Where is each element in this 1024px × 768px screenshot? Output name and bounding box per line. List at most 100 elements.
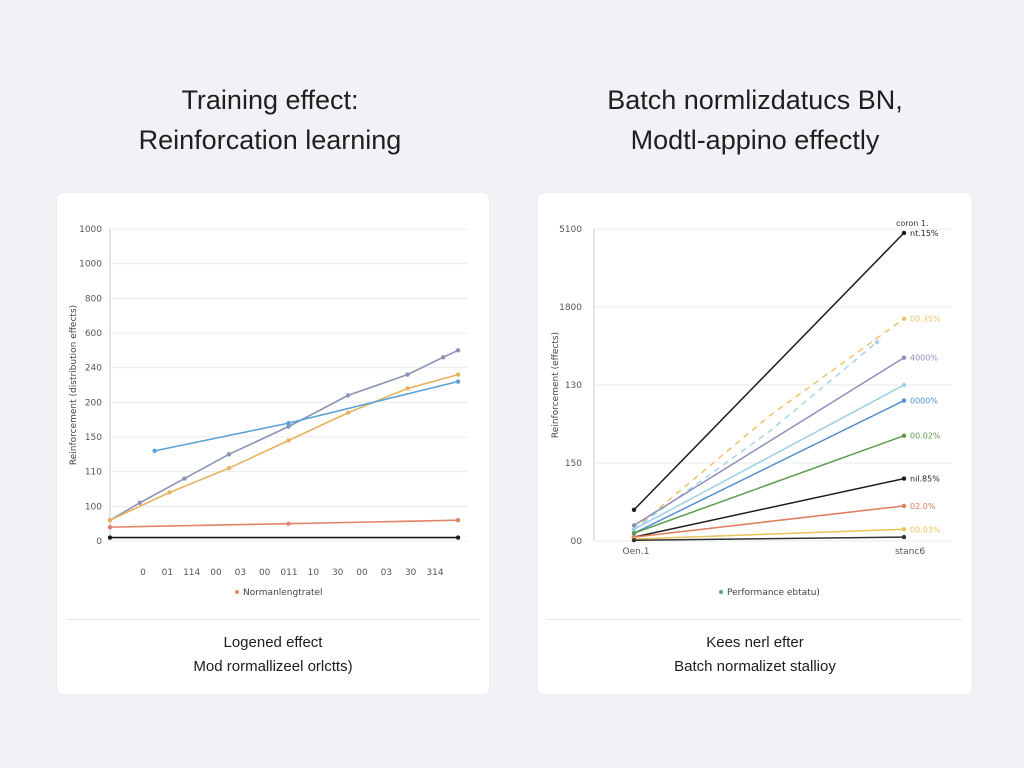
end-value-label-yellow: 00.03% — [910, 525, 941, 534]
data-point-green — [901, 433, 907, 438]
y-axis-label: Reinforcement (distribution effects) — [69, 305, 79, 465]
series-line-blue — [154, 380, 459, 452]
y-tick-label: 5100 — [559, 225, 582, 235]
data-point-gray — [455, 348, 461, 353]
data-point-orange — [107, 518, 113, 523]
series-line-lightblue-dash — [633, 341, 878, 530]
x-tick-label: 114 — [183, 568, 200, 578]
data-point-black — [107, 535, 113, 540]
y-tick-label: 1000 — [79, 260, 102, 270]
x-tick-label: 03 — [381, 568, 392, 578]
end-value-label-red: 02.0% — [910, 502, 936, 511]
left-caption: Logened effect Mod rormallizeel orlctts) — [57, 631, 489, 679]
data-point-orange — [286, 438, 291, 443]
series-line-red — [633, 505, 905, 538]
data-point-orange — [405, 386, 410, 391]
data-point-gray — [441, 355, 446, 360]
data-point-red — [901, 503, 907, 509]
data-point-black — [901, 476, 907, 481]
data-point-orange — [455, 372, 461, 377]
data-point-gray — [137, 500, 142, 506]
series-line-black-steep — [633, 232, 905, 511]
data-point-purple — [631, 523, 637, 528]
data-point-gray — [405, 372, 410, 377]
data-point-red — [455, 518, 461, 523]
end-value-label-blue: 0000% — [910, 397, 938, 406]
end-value-label-black: nil.85% — [910, 475, 940, 484]
legend-label: Performance ebtatu) — [727, 588, 820, 598]
y-tick-label: 600 — [85, 329, 102, 339]
y-tick-label: 100 — [85, 502, 102, 512]
end-value-label-orange-dash: 00.35% — [910, 315, 941, 324]
end-value-label-purple: 4000% — [910, 354, 938, 363]
right-title-line-2: Modtl-appino effectly — [630, 125, 880, 155]
right-caption: Kees nerl efter Batch normalizet stallio… — [538, 631, 972, 679]
top-corner-label: coron 1. — [896, 219, 929, 228]
data-point-gray — [226, 452, 232, 457]
y-tick-label: 110 — [85, 468, 102, 478]
x-tick-label: 0 — [140, 568, 146, 578]
y-tick-label: 0 — [96, 537, 102, 547]
right-title-line-1: Batch normlizdatucs BN, — [607, 85, 903, 115]
right-chart-svg: 5100 1800 130 150 00 Reinforcement (effects) n… — [551, 219, 952, 598]
x-tick-label: 00 — [210, 568, 222, 578]
data-point-blue — [455, 379, 461, 384]
x-tick-label: 00 — [356, 568, 368, 578]
data-point-purple — [901, 355, 907, 360]
y-tick-label: 200 — [85, 398, 102, 408]
x-tick-label: 00 — [259, 568, 271, 578]
y-tick-label: 00 — [571, 537, 583, 547]
right-chart-card: 5100 1800 130 150 00 Reinforcement (effects) n… — [538, 193, 972, 694]
left-chart-title: Training effect: Reinforcation learning — [70, 80, 470, 160]
series-line-green — [633, 434, 905, 534]
data-point-green — [631, 531, 637, 536]
right-caption-line-1: Kees nerl efter — [706, 634, 804, 651]
series-line-orange — [109, 373, 459, 521]
y-tick-label: 1000 — [79, 225, 102, 235]
series-line-darkbase — [633, 536, 905, 541]
data-point-red — [107, 524, 113, 530]
data-point-black — [455, 535, 461, 540]
series-line-lightblue — [633, 384, 905, 530]
right-caption-line-2: Batch normalizet stallioy — [674, 658, 836, 675]
data-point-orange — [226, 466, 232, 471]
data-point-lightblue — [631, 527, 637, 532]
y-axis-label: Reinforcement (effects) — [551, 332, 561, 438]
left-chart-svg: 100010008006002402001501101000Reinforcem… — [69, 225, 467, 598]
data-point-darkbase — [631, 538, 637, 543]
left-caption-line-2: Mod rormallizeel orlctts) — [193, 658, 353, 675]
data-point-blue — [152, 448, 157, 454]
legend-marker — [719, 590, 723, 594]
left-title-line-2: Reinforcation learning — [138, 125, 402, 155]
x-tick-label: 01 — [162, 568, 173, 578]
series-line-purple — [633, 357, 905, 527]
data-point-orange — [167, 490, 172, 495]
data-point-lightblue-dash — [874, 339, 880, 345]
x-tick-label: 011 — [280, 568, 297, 578]
series-line-yellow — [633, 528, 905, 540]
data-point-orange-dash — [901, 316, 907, 321]
x-tick-label-end: stanc6 — [895, 547, 925, 557]
data-point-yellow — [901, 527, 907, 532]
end-value-label-black-steep: nt.15% — [910, 229, 939, 238]
series-line-black — [633, 477, 905, 538]
data-point-gray — [286, 424, 291, 429]
data-point-darkbase — [901, 534, 907, 540]
x-tick-label: 10 — [308, 568, 320, 578]
y-tick-label: 240 — [85, 364, 102, 374]
data-point-blue — [901, 398, 907, 403]
series-line-blue — [633, 399, 905, 534]
left-title-line-1: Training effect: — [181, 85, 359, 115]
legend-label: Normanlengtratel — [243, 588, 323, 598]
series-line-red — [109, 519, 459, 528]
x-tick-label: 314 — [426, 568, 443, 578]
y-tick-label: 1800 — [559, 303, 582, 313]
x-tick-label: 03 — [235, 568, 246, 578]
series-line-orange-dash — [633, 318, 905, 530]
x-tick-label-start: Oen.1 — [623, 547, 650, 557]
y-tick-label: 150 — [85, 433, 102, 443]
end-value-label-green: 00.02% — [910, 432, 941, 441]
y-tick-label: 130 — [565, 381, 582, 391]
data-point-blue — [286, 420, 291, 426]
x-tick-label: 30 — [405, 568, 417, 578]
